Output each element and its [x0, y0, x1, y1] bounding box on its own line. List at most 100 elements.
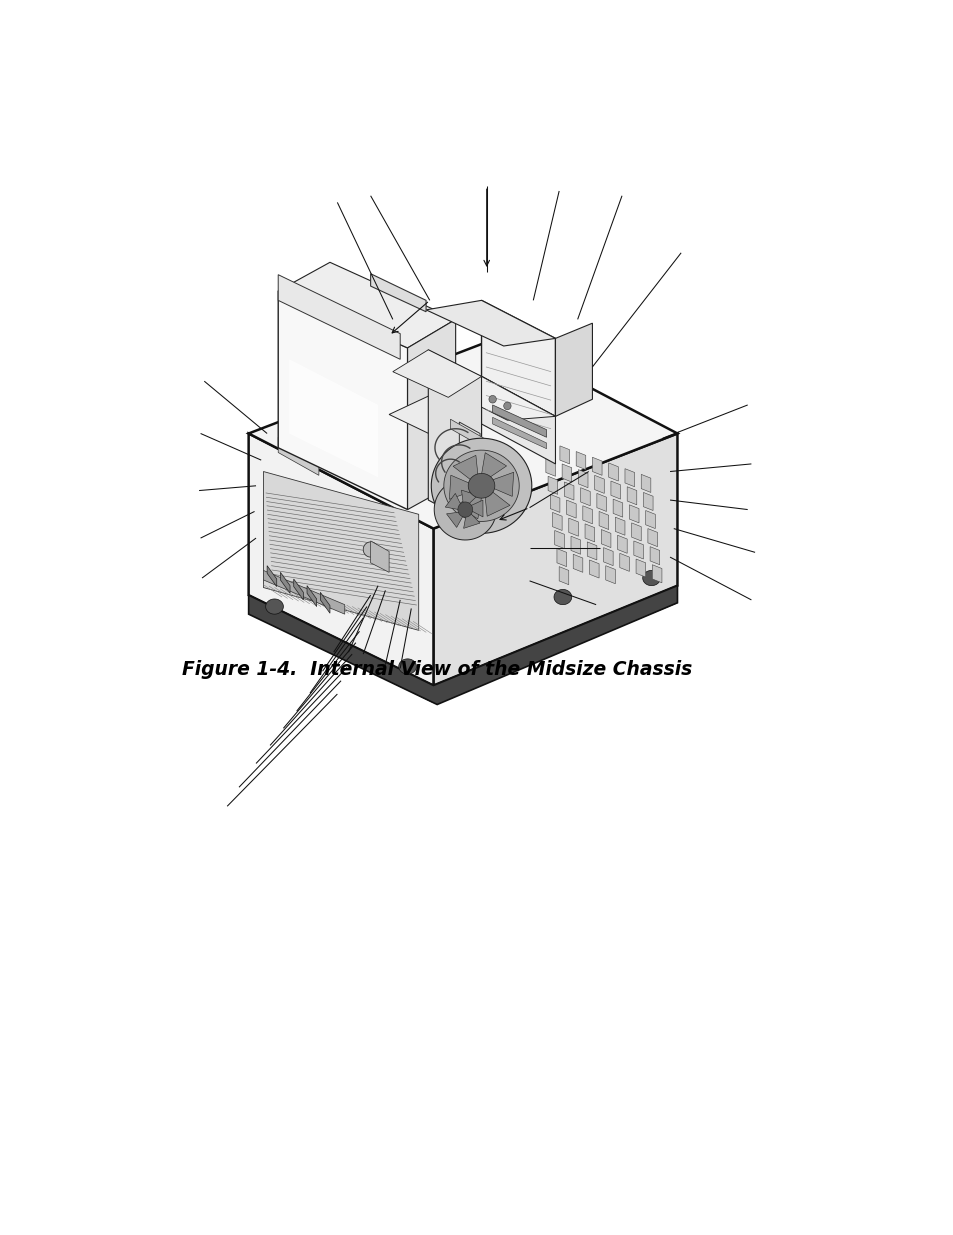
Polygon shape	[578, 469, 587, 488]
Polygon shape	[449, 475, 475, 499]
Polygon shape	[363, 542, 377, 557]
Polygon shape	[559, 446, 569, 464]
Polygon shape	[294, 579, 303, 600]
Polygon shape	[429, 377, 555, 420]
Polygon shape	[626, 487, 637, 505]
Polygon shape	[647, 529, 657, 547]
Polygon shape	[249, 585, 677, 703]
Polygon shape	[249, 338, 677, 529]
Polygon shape	[480, 453, 506, 480]
Polygon shape	[433, 433, 677, 685]
Polygon shape	[484, 489, 510, 516]
Polygon shape	[457, 501, 472, 517]
Polygon shape	[554, 589, 571, 605]
Polygon shape	[605, 566, 615, 584]
Polygon shape	[370, 541, 389, 572]
Polygon shape	[543, 440, 553, 458]
Polygon shape	[278, 437, 318, 475]
Polygon shape	[370, 274, 426, 311]
Polygon shape	[557, 548, 566, 567]
Polygon shape	[429, 395, 481, 500]
Polygon shape	[487, 472, 513, 496]
Polygon shape	[576, 452, 585, 469]
Polygon shape	[265, 599, 283, 614]
Polygon shape	[594, 475, 603, 494]
Polygon shape	[453, 456, 478, 483]
Polygon shape	[263, 472, 418, 630]
Polygon shape	[608, 463, 618, 482]
Polygon shape	[445, 494, 462, 510]
Polygon shape	[592, 457, 601, 475]
Polygon shape	[249, 433, 433, 685]
Polygon shape	[289, 359, 377, 477]
Polygon shape	[615, 517, 624, 535]
Polygon shape	[446, 511, 464, 527]
Polygon shape	[619, 553, 629, 572]
Polygon shape	[393, 350, 481, 398]
Polygon shape	[249, 585, 677, 704]
Polygon shape	[489, 395, 496, 403]
Polygon shape	[307, 585, 316, 606]
Polygon shape	[652, 564, 661, 583]
Polygon shape	[649, 547, 659, 564]
Polygon shape	[571, 536, 580, 555]
Polygon shape	[636, 559, 645, 577]
Polygon shape	[552, 513, 561, 531]
Polygon shape	[280, 572, 290, 593]
Polygon shape	[603, 547, 613, 566]
Text: Figure 1-4.  Internal View of the Midsize Chassis: Figure 1-4. Internal View of the Midsize…	[182, 659, 692, 679]
Polygon shape	[426, 300, 555, 346]
Polygon shape	[597, 494, 606, 511]
Polygon shape	[492, 417, 546, 448]
Polygon shape	[481, 300, 555, 416]
Polygon shape	[278, 274, 400, 359]
Polygon shape	[481, 377, 555, 464]
Polygon shape	[640, 474, 650, 493]
Polygon shape	[633, 541, 642, 559]
Polygon shape	[278, 291, 407, 510]
Polygon shape	[642, 493, 653, 510]
Polygon shape	[642, 571, 659, 585]
Polygon shape	[561, 464, 571, 482]
Polygon shape	[547, 477, 558, 494]
Polygon shape	[580, 488, 590, 506]
Polygon shape	[555, 324, 592, 416]
Polygon shape	[503, 403, 511, 410]
Polygon shape	[320, 593, 330, 614]
Polygon shape	[267, 566, 276, 587]
Polygon shape	[461, 490, 477, 506]
Polygon shape	[598, 511, 608, 530]
Polygon shape	[558, 567, 568, 584]
Polygon shape	[610, 482, 619, 499]
Polygon shape	[550, 494, 559, 513]
Polygon shape	[589, 559, 598, 578]
Polygon shape	[645, 510, 655, 529]
Polygon shape	[450, 419, 488, 451]
Polygon shape	[456, 490, 482, 519]
Polygon shape	[624, 468, 634, 487]
Polygon shape	[463, 513, 479, 529]
Polygon shape	[587, 542, 597, 559]
Polygon shape	[407, 320, 456, 510]
Polygon shape	[492, 405, 546, 437]
Polygon shape	[554, 531, 564, 548]
Polygon shape	[582, 506, 592, 524]
Polygon shape	[600, 530, 610, 547]
Polygon shape	[278, 262, 456, 348]
Polygon shape	[564, 482, 574, 500]
Polygon shape	[389, 395, 481, 441]
Polygon shape	[263, 571, 344, 614]
Polygon shape	[631, 522, 640, 541]
Polygon shape	[434, 479, 496, 540]
Polygon shape	[566, 500, 576, 519]
Polygon shape	[428, 350, 481, 529]
Polygon shape	[481, 452, 521, 514]
Polygon shape	[617, 535, 626, 553]
Polygon shape	[629, 505, 639, 522]
Polygon shape	[573, 555, 582, 572]
Polygon shape	[613, 499, 622, 517]
Polygon shape	[468, 500, 482, 517]
Polygon shape	[545, 458, 555, 477]
Polygon shape	[459, 422, 479, 504]
Polygon shape	[443, 450, 518, 521]
